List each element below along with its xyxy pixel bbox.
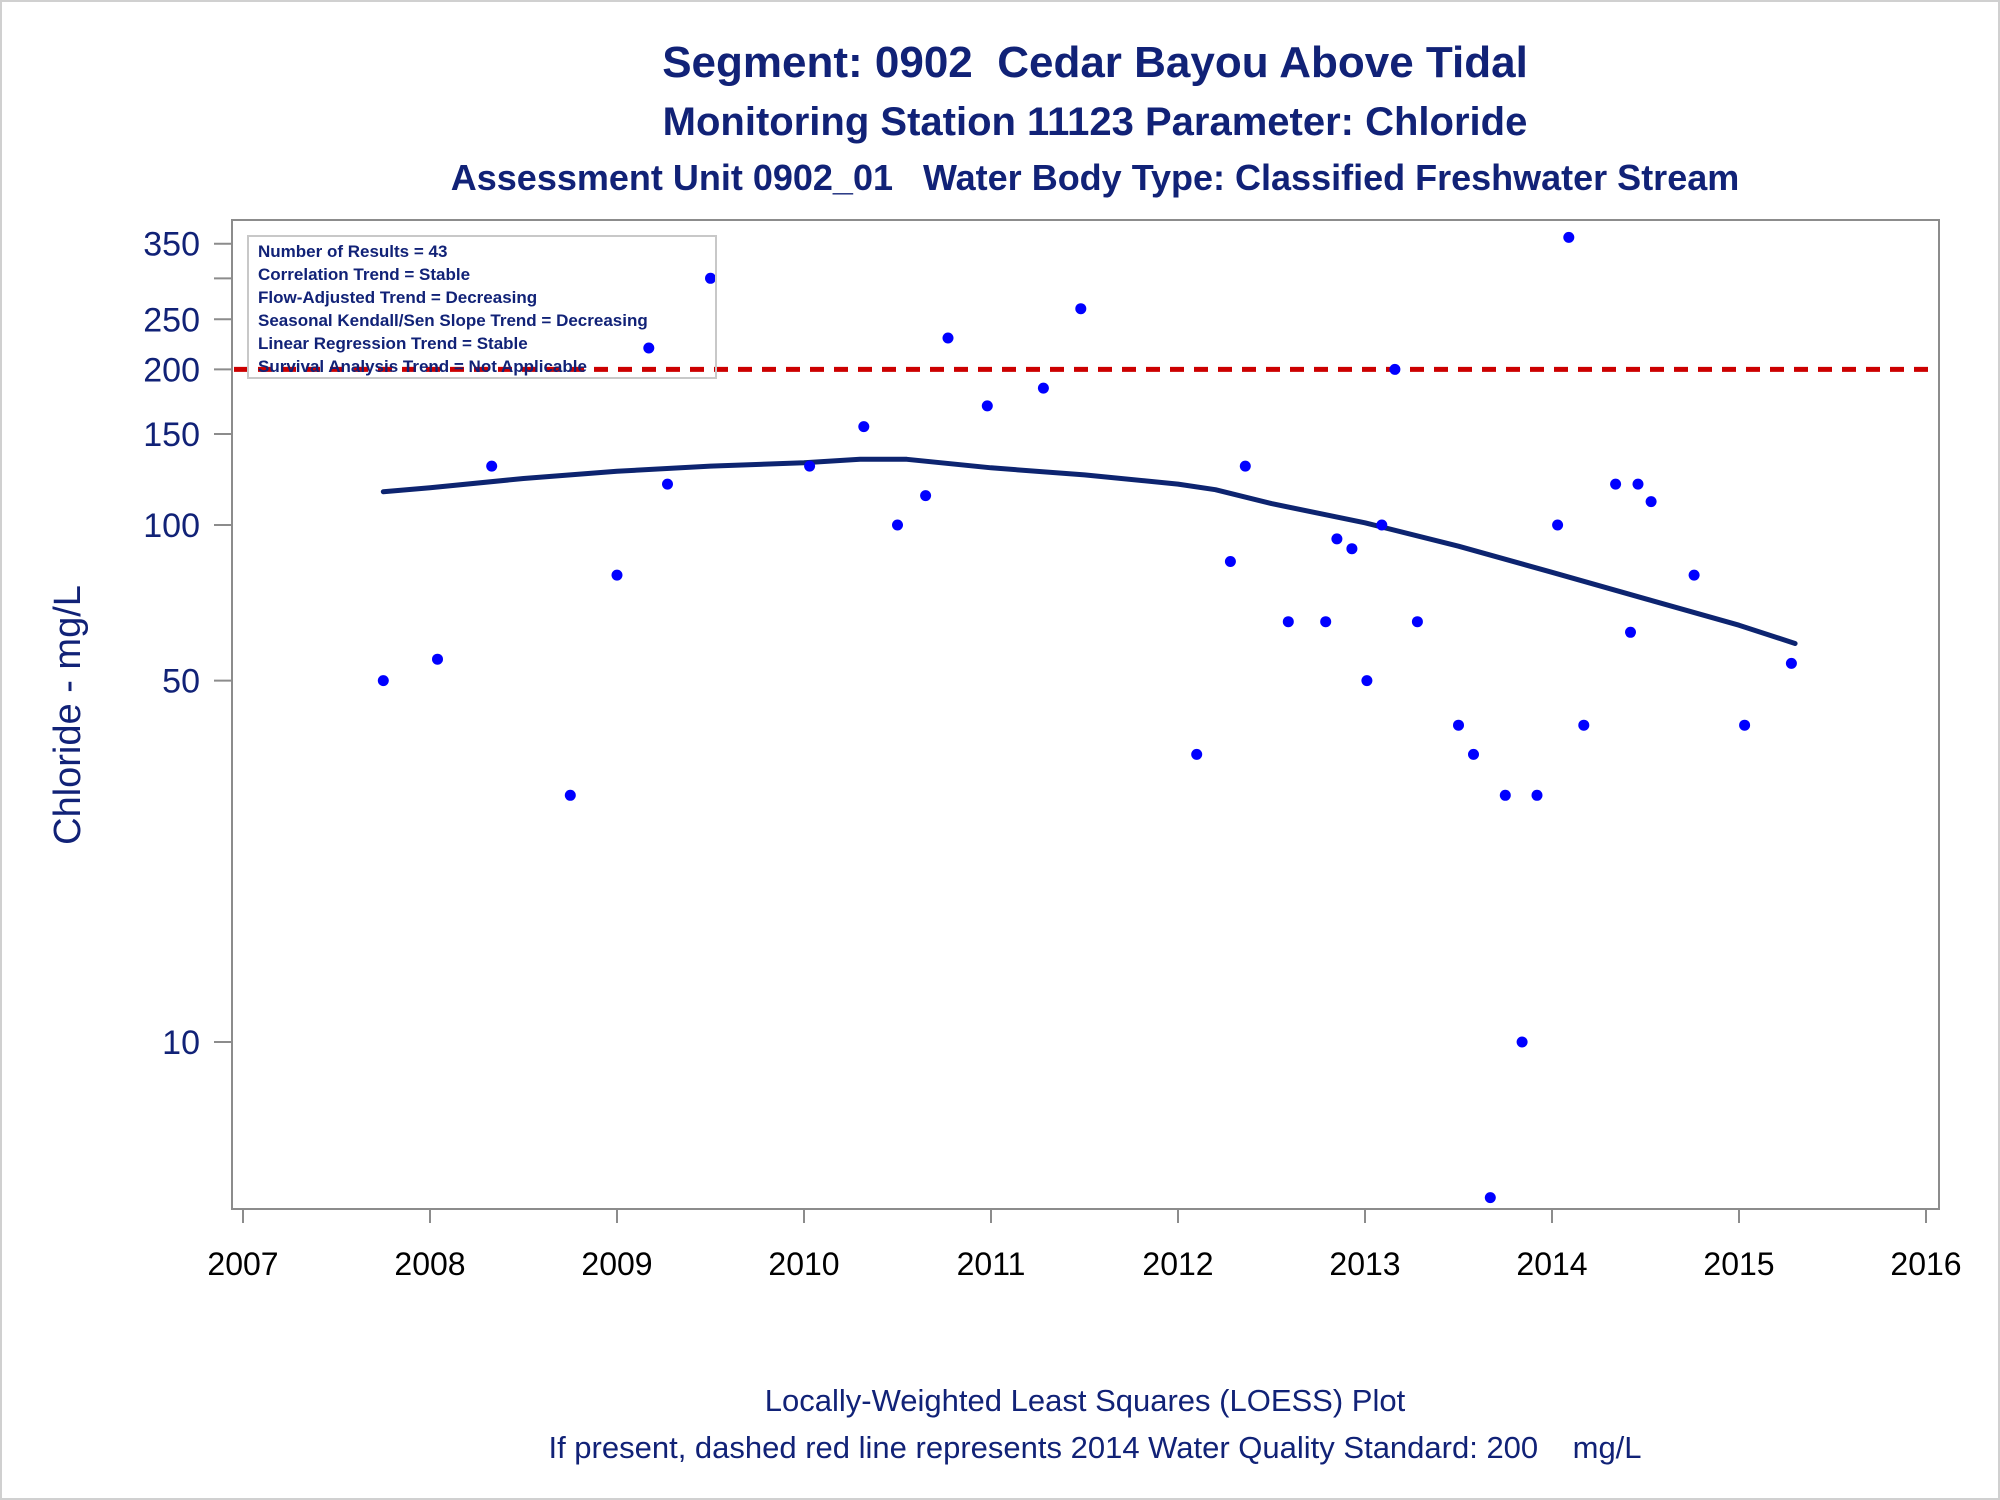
data-point <box>611 569 623 581</box>
y-tick-label: 200 <box>143 351 200 389</box>
chart-subtitle-2: Assessment Unit 0902_01 Water Body Type:… <box>450 157 1740 198</box>
stats-line: Survival Analysis Trend = Not Applicable <box>258 357 587 376</box>
loess-curve <box>380 456 1798 646</box>
data-point <box>1376 519 1388 531</box>
footer-line-2: If present, dashed red line represents 2… <box>548 1430 1642 1465</box>
data-point <box>1531 789 1543 801</box>
x-tick-label: 2011 <box>957 1246 1026 1282</box>
data-point <box>1191 748 1203 760</box>
data-point <box>1516 1036 1528 1048</box>
data-point <box>377 675 389 687</box>
y-tick-label: 10 <box>162 1024 200 1062</box>
y-axis-title: Chloride - mg/L <box>47 585 89 845</box>
stats-line: Flow-Adjusted Trend = Decreasing <box>258 288 537 307</box>
y-tick-label: 50 <box>162 663 200 701</box>
data-point <box>432 653 443 665</box>
y-tick-label: 350 <box>143 226 200 264</box>
stats-line: Correlation Trend = Stable <box>258 265 470 284</box>
data-point <box>1625 626 1636 638</box>
stats-line: Seasonal Kendall/Sen Slope Trend = Decre… <box>258 311 648 330</box>
data-point <box>1453 719 1464 731</box>
x-tick-label: 2014 <box>1516 1246 1587 1282</box>
data-point <box>981 400 993 412</box>
data-point <box>705 272 716 284</box>
data-point <box>1075 303 1087 315</box>
x-tick-label: 2007 <box>207 1246 278 1282</box>
data-point <box>1389 363 1401 375</box>
x-tick-label: 2010 <box>768 1246 839 1282</box>
data-point <box>1499 789 1511 801</box>
data-point <box>1239 460 1251 472</box>
y-tick-label: 150 <box>143 416 200 454</box>
data-point <box>858 421 870 433</box>
points-layer <box>377 231 1797 1204</box>
chart-subtitle: Monitoring Station 11123 Parameter: Chlo… <box>662 100 1528 144</box>
data-point <box>1411 616 1423 628</box>
stats-inset: Number of Results = 43 Correlation Trend … <box>247 235 717 379</box>
y-tick-label: 100 <box>143 507 200 545</box>
data-point <box>1563 231 1575 243</box>
stats-inset-box <box>247 235 717 379</box>
data-point <box>1610 478 1622 490</box>
data-point <box>1645 496 1657 508</box>
x-tick-label: 2013 <box>1329 1246 1400 1282</box>
x-axis: 2007 2008 2009 2010 2011 2012 2013 2014 2015 2016 <box>207 1209 1962 1282</box>
footer-line-1: Locally-Weighted Least Squares (LOESS) P… <box>764 1383 1406 1418</box>
x-tick-label: 2012 <box>1142 1246 1213 1282</box>
data-point <box>564 789 576 801</box>
data-point <box>920 490 932 502</box>
x-tick-label: 2016 <box>1890 1246 1961 1282</box>
stats-line: Linear Regression Trend = Stable <box>258 334 528 353</box>
data-point <box>1331 533 1343 545</box>
data-point <box>804 460 816 472</box>
x-tick-label: 2015 <box>1703 1246 1774 1282</box>
data-point <box>1346 543 1358 555</box>
data-point <box>662 478 673 490</box>
data-point <box>1224 556 1236 567</box>
data-point <box>1468 748 1479 760</box>
chart-title: Segment: 0902 Cedar Bayou Above Tidal <box>662 38 1528 87</box>
x-tick-label: 2008 <box>394 1246 465 1282</box>
data-point <box>486 460 498 472</box>
data-point <box>1632 478 1644 490</box>
data-point <box>1578 719 1590 731</box>
loess-layer <box>380 456 1798 646</box>
x-tick-label: 2009 <box>581 1246 652 1282</box>
data-point <box>1688 569 1700 581</box>
data-point <box>1037 382 1049 394</box>
y-axis: 10 50 100 150 200 250 350 <box>143 226 232 1062</box>
data-point <box>1282 616 1294 628</box>
data-point <box>1484 1192 1496 1204</box>
data-point <box>892 519 903 531</box>
stats-line: Number of Results = 43 <box>258 242 447 261</box>
data-point <box>942 332 954 344</box>
data-point <box>1320 616 1332 628</box>
data-point <box>1739 719 1751 731</box>
data-point <box>1552 519 1564 531</box>
y-tick-label: 250 <box>143 301 200 339</box>
plot-area <box>231 219 1940 1210</box>
data-point <box>1785 657 1797 669</box>
data-point <box>1361 675 1373 687</box>
data-point <box>643 342 655 354</box>
